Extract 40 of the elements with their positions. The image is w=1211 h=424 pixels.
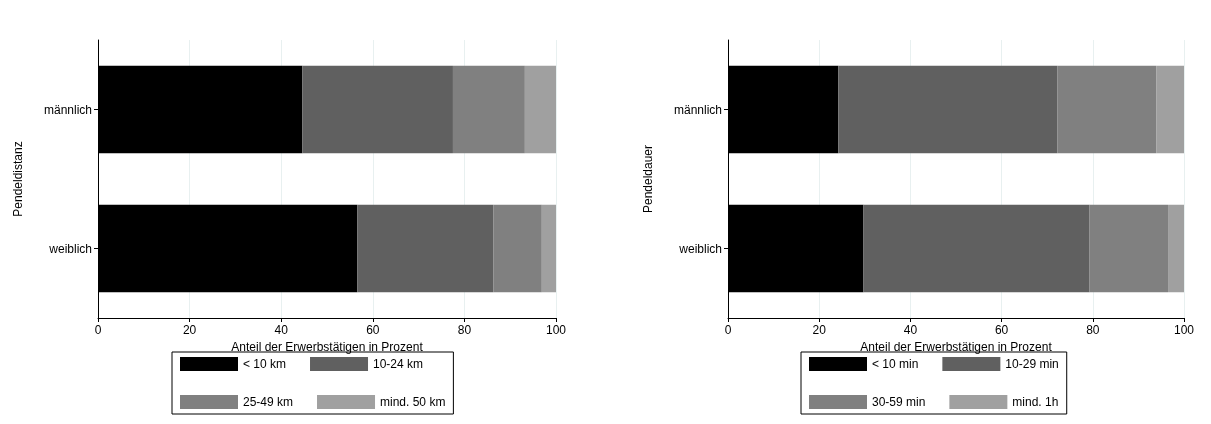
bar [863,204,1090,293]
y-tick-label: männlich [43,102,92,117]
bar [493,204,542,293]
y-axis-title: Pendeldistanz [11,141,25,217]
x-tick-label: 20 [812,323,827,337]
x-tick-label: 40 [903,323,918,337]
bar [1089,204,1169,293]
bar [1156,65,1184,154]
y-tick-label: weiblich [48,241,92,256]
x-tick-label: 100 [545,323,567,337]
legend-label: < 10 min [872,357,919,371]
legend-label: 25-49 km [243,395,294,409]
legend-label: < 10 km [243,357,287,371]
bar [524,65,556,154]
x-tick-label: 100 [1173,323,1195,337]
y-axis-title: Pendeldauer [641,144,655,214]
legend-label: 10-29 min [1005,357,1059,371]
bar [1168,204,1184,293]
y-tick-label: männlich [673,102,722,117]
x-axis-title: Anteil der Erwerbstätigen in Prozent [231,339,424,354]
x-tick-label: 80 [457,323,472,337]
x-axis-title: Anteil der Erwerbstätigen in Prozent [860,339,1053,354]
bar [1057,65,1157,154]
legend-label: 30-59 min [872,395,926,409]
y-tick-label: weiblich [678,241,722,256]
x-tick-label: 0 [724,323,732,337]
x-tick-label: 60 [366,323,380,337]
legend-label: 10-24 km [373,357,424,371]
x-tick-label: 20 [182,323,197,337]
bar [541,204,556,293]
bar [452,65,525,154]
bar [838,65,1058,154]
bar [357,204,494,293]
bar [302,65,453,154]
legend-label: mind. 1h [1012,395,1059,409]
legend-label: mind. 50 km [380,395,446,409]
x-tick-label: 40 [274,323,289,337]
x-tick-label: 60 [994,323,1009,337]
x-tick-label: 0 [94,323,102,337]
x-tick-label: 80 [1086,323,1100,337]
